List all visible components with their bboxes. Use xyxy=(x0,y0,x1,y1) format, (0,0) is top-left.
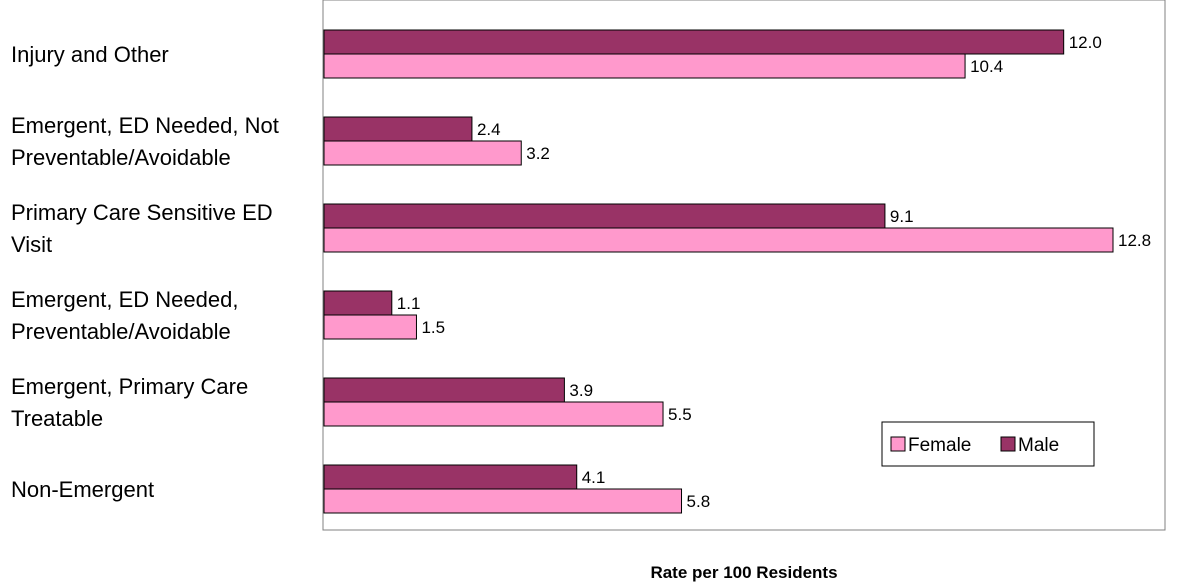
data-label-female-3: 1.5 xyxy=(421,318,445,337)
bar-male-4 xyxy=(323,377,565,403)
bar-female-2 xyxy=(323,227,1114,253)
bar-male-2 xyxy=(323,203,886,229)
legend-swatch-female xyxy=(890,436,906,452)
data-label-male-3: 1.1 xyxy=(397,294,421,313)
bar-female-3 xyxy=(323,314,417,340)
data-label-male-1: 2.4 xyxy=(477,120,501,139)
category-label-3: Emergent, ED Needed, Preventable/Avoidabl… xyxy=(11,287,238,344)
bar-male-0 xyxy=(323,29,1065,55)
data-label-male-5: 4.1 xyxy=(582,468,606,487)
legend-swatch-male xyxy=(1000,436,1016,452)
bar-female-4 xyxy=(323,401,664,427)
data-label-female-2: 12.8 xyxy=(1118,231,1151,250)
bar-female-1 xyxy=(323,140,522,166)
data-label-female-0: 10.4 xyxy=(970,57,1003,76)
category-label-5: Non-Emergent xyxy=(11,477,154,502)
category-label-1: Emergent, ED Needed, Not Preventable/Avoi… xyxy=(11,113,279,170)
bar-male-5 xyxy=(323,464,578,490)
x-axis-label: Rate per 100 Residents xyxy=(650,563,837,582)
bar-female-5 xyxy=(323,488,683,514)
category-label-0: Injury and Other xyxy=(11,42,169,67)
legend-label-female: Female xyxy=(908,435,971,456)
data-label-male-4: 3.9 xyxy=(569,381,593,400)
bar-male-1 xyxy=(323,116,473,142)
bar-male-3 xyxy=(323,290,393,316)
data-label-male-2: 9.1 xyxy=(890,207,914,226)
legend-box xyxy=(881,421,1095,467)
data-label-female-4: 5.5 xyxy=(668,405,692,424)
legend-label-male: Male xyxy=(1018,435,1059,456)
bar-female-0 xyxy=(323,53,966,79)
data-label-male-0: 12.0 xyxy=(1069,33,1102,52)
data-label-female-5: 5.8 xyxy=(687,492,711,511)
data-label-female-1: 3.2 xyxy=(526,144,550,163)
category-label-4: Emergent, Primary Care Treatable xyxy=(11,374,248,431)
category-label-2: Primary Care Sensitive ED Visit xyxy=(11,200,273,257)
